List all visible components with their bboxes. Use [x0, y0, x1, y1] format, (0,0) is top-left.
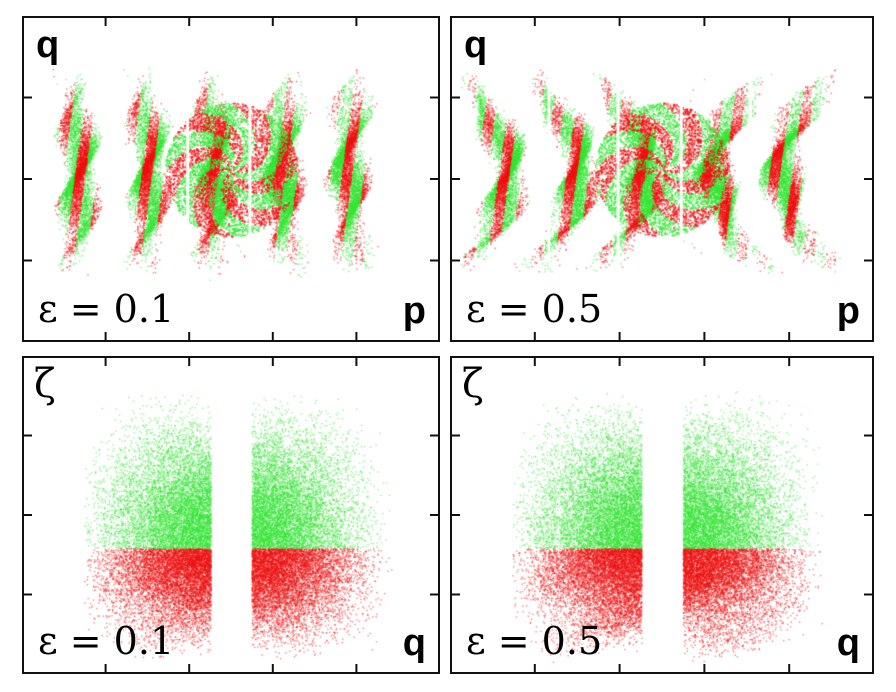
panel-bottom-right: ζ q ε = 0.5	[450, 356, 874, 674]
panel-top-right: q p ε = 0.5	[450, 16, 874, 342]
scatter-plot	[24, 358, 438, 672]
x-axis-label: q	[836, 622, 860, 664]
panel-top-left: q p ε = 0.1	[22, 16, 440, 342]
epsilon-annotation: ε = 0.5	[466, 619, 603, 663]
x-axis-label: p	[836, 290, 860, 332]
scatter-plot	[24, 18, 438, 340]
y-axis-label: q	[36, 24, 60, 66]
epsilon-annotation: ε = 0.1	[38, 619, 175, 663]
y-axis-label: q	[464, 24, 488, 66]
y-axis-label: ζ	[462, 361, 484, 407]
epsilon-annotation: ε = 0.5	[466, 287, 603, 331]
panel-bottom-left: ζ q ε = 0.1	[22, 356, 440, 674]
y-axis-label: ζ	[34, 361, 56, 407]
scatter-plot	[452, 18, 872, 340]
scatter-plot	[452, 358, 872, 672]
x-axis-label: p	[402, 290, 426, 332]
epsilon-annotation: ε = 0.1	[38, 287, 175, 331]
x-axis-label: q	[402, 622, 426, 664]
